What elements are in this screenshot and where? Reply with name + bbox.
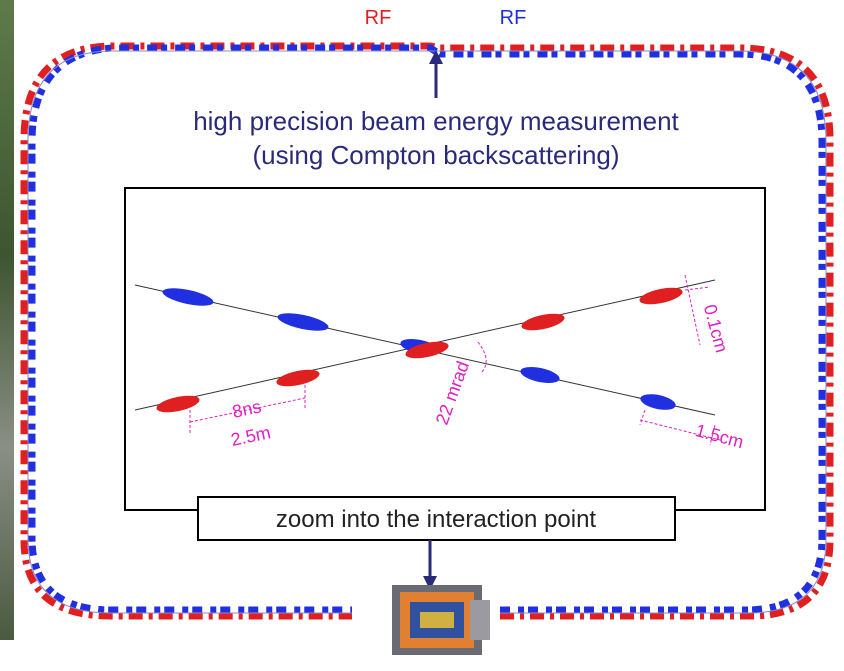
arrow-head (423, 576, 437, 590)
ring-beamline (27, 50, 827, 614)
aerial-photo-strip (0, 0, 14, 640)
detector (392, 585, 490, 655)
rf-label: RF (365, 7, 392, 29)
arrow-head (429, 50, 443, 64)
dimension-lines (189, 274, 721, 446)
zoom-box (197, 496, 676, 541)
measurement-label: (using Compton backscattering) (252, 140, 619, 170)
red-bunches (156, 287, 683, 413)
zoom-label: zoom into the interaction point (276, 506, 597, 533)
measurement-label: high precision beam energy measurement (193, 106, 679, 136)
rf-label: RF (500, 7, 527, 29)
